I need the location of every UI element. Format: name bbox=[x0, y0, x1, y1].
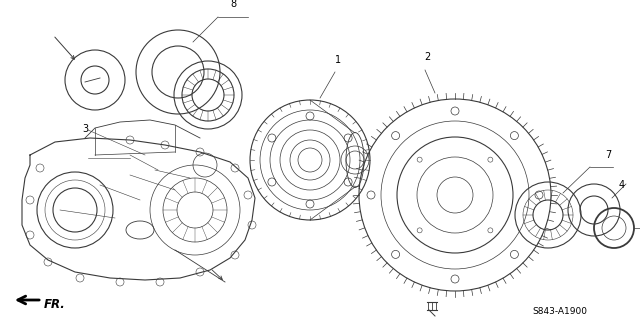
Text: 8: 8 bbox=[230, 0, 236, 9]
Text: 7: 7 bbox=[605, 150, 611, 160]
Text: 3: 3 bbox=[82, 124, 88, 134]
Text: 4: 4 bbox=[619, 180, 625, 190]
Text: FR.: FR. bbox=[44, 298, 66, 310]
Text: 2: 2 bbox=[424, 52, 430, 62]
Text: 1: 1 bbox=[335, 55, 341, 65]
Text: S843-A1900: S843-A1900 bbox=[532, 307, 588, 316]
Text: 5: 5 bbox=[639, 223, 640, 233]
